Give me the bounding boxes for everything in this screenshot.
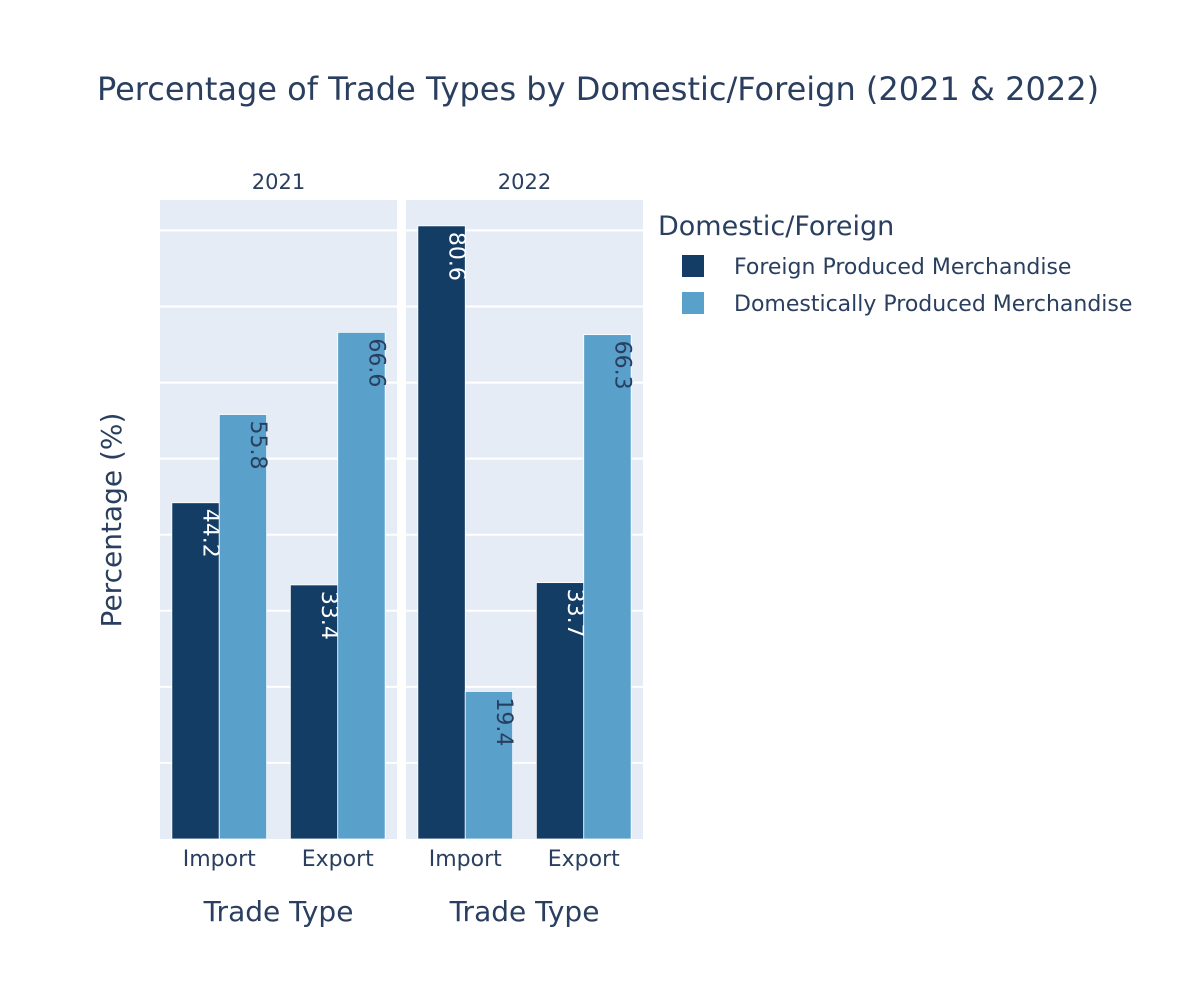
facets: 2021 44.2 55.8 Import 33.4 66.6 Export Trade Ty… xyxy=(160,170,643,928)
bar-value-label: 66.3 xyxy=(609,341,634,390)
bar-value-label: 80.6 xyxy=(444,232,469,281)
x-tick-label: Import xyxy=(183,847,256,872)
legend-items: Foreign Produced Merchandise Domestically… xyxy=(682,255,1132,317)
bar-value-label: 66.6 xyxy=(363,338,388,387)
bar-import-domestic xyxy=(464,691,514,840)
bar-import-domestic xyxy=(218,414,268,840)
x-axis-title: Trade Type xyxy=(203,895,354,928)
bar-import-foreign xyxy=(171,502,220,840)
bar-value-label: 55.8 xyxy=(245,421,270,470)
bar-export-domestic xyxy=(337,331,386,840)
x-tick-label: Export xyxy=(302,847,374,872)
bar-value-label: 33.7 xyxy=(562,589,587,638)
bar-value-label: 33.4 xyxy=(316,591,341,640)
legend-swatch xyxy=(682,292,704,314)
bar-value-label: 19.4 xyxy=(491,697,516,746)
bar-export-foreign xyxy=(535,582,585,840)
x-tick-label: Export xyxy=(548,847,620,872)
facet-title: 2021 xyxy=(252,170,305,194)
chart-title: Percentage of Trade Types by Domestic/Fo… xyxy=(97,70,1099,108)
facet-2022: 2022 80.6 19.4 Import 33.7 66.3 Export Trade Ty… xyxy=(406,170,643,928)
bar-value-label: 44.2 xyxy=(198,509,223,558)
x-tick-label: Import xyxy=(429,847,502,872)
legend-title: Domestic/Foreign xyxy=(658,211,894,242)
x-axis-title: Trade Type xyxy=(449,895,600,928)
bar-export-foreign xyxy=(289,584,339,840)
legend-swatch xyxy=(682,255,704,277)
y-axis-title: Percentage (%) xyxy=(95,413,128,628)
legend-label: Foreign Produced Merchandise xyxy=(734,255,1071,280)
facet-2021: 2021 44.2 55.8 Import 33.4 66.6 Export Trade Ty… xyxy=(160,170,397,928)
facet-title: 2022 xyxy=(498,170,551,194)
legend-item[interactable]: Domestically Produced Merchandise xyxy=(682,292,1132,317)
legend-item[interactable]: Foreign Produced Merchandise xyxy=(682,255,1071,280)
bar-export-domestic xyxy=(583,334,632,840)
bar-import-foreign xyxy=(417,225,466,840)
legend: Domestic/Foreign Foreign Produced Mercha… xyxy=(658,211,1132,317)
legend-label: Domestically Produced Merchandise xyxy=(734,292,1132,317)
